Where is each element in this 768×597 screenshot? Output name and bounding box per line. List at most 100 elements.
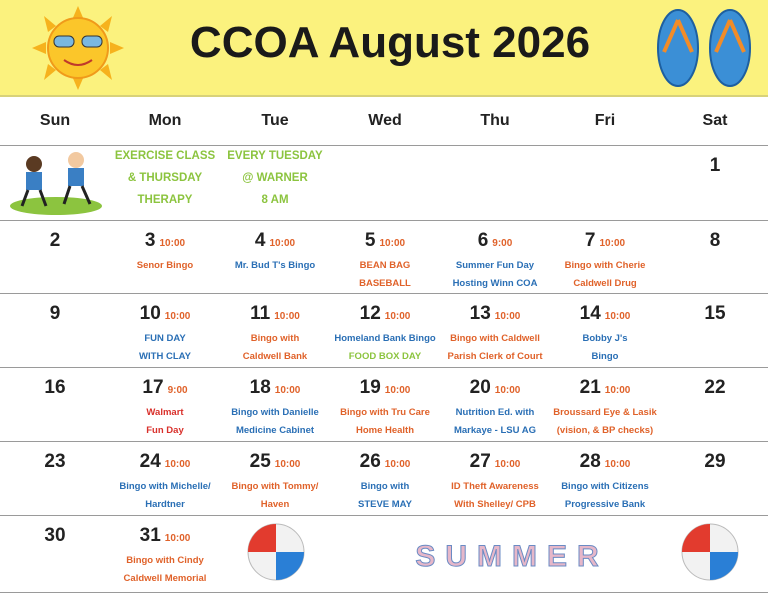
header: CCOA August 2026: [0, 0, 768, 97]
day-number: 30: [44, 525, 66, 546]
event-time: 10:00: [494, 459, 521, 470]
row-line: [0, 220, 768, 221]
event-text: STEVE MAY: [357, 499, 413, 510]
event-time: 10:00: [379, 238, 406, 249]
event-text: Bingo with Tommy/: [231, 481, 319, 492]
event-text: Bingo with Cherie: [564, 260, 646, 271]
day-number: 19: [359, 377, 381, 398]
day-cell-header: 20 10:00: [440, 377, 550, 399]
beach-ball: [681, 523, 739, 581]
event-text: Senor Bingo: [136, 260, 194, 271]
day-cell-header: 30: [0, 525, 110, 547]
day-cell-header: 7 10:00: [550, 230, 660, 252]
day-cell-header: 3 10:00: [110, 230, 220, 252]
row-line: [0, 293, 768, 294]
event-time: 10:00: [164, 311, 191, 322]
day-number: 27: [469, 451, 491, 472]
day-number: 16: [44, 377, 66, 398]
weekday: Fri: [594, 112, 616, 129]
event-time: 10:00: [494, 385, 521, 396]
beach-ball: [247, 523, 305, 581]
day-cell-header: 11 10:00: [220, 303, 330, 325]
day-cell-header: 29: [660, 451, 768, 473]
event-text: Hardtner: [145, 499, 185, 510]
day-number: 6: [477, 230, 489, 251]
event-time: 10:00: [384, 459, 411, 470]
day-number: 2: [49, 230, 61, 251]
day-number: 18: [249, 377, 271, 398]
event-text: Bobby J's: [582, 333, 628, 344]
flip-flops-icon: [657, 9, 751, 87]
event-time: 10:00: [599, 238, 626, 249]
day-number: 13: [469, 303, 491, 324]
day-number: 22: [704, 377, 726, 398]
event-time: 10:00: [494, 311, 521, 322]
day-cell-header: 26 10:00: [330, 451, 440, 473]
title: CCOA August 2026: [189, 18, 591, 67]
event-time: 10:00: [274, 311, 300, 322]
day-number: 11: [250, 303, 271, 324]
event-text: Bingo with Cindy: [126, 555, 204, 566]
day-cell-header: 22: [660, 377, 768, 399]
event-text: Bingo with: [250, 333, 300, 344]
day-cell-header: 4 10:00: [220, 230, 330, 252]
day-number: 1: [709, 155, 721, 176]
day-number: 31: [139, 525, 161, 546]
event-text: ID Theft Awareness: [451, 481, 539, 492]
event-text: Medicine Cabinet: [235, 425, 315, 436]
day-cell-header: 17 9:00: [110, 377, 220, 399]
day-cell-header: 10 10:00: [110, 303, 220, 325]
event-time: 10:00: [269, 238, 296, 249]
event-text: Parish Clerk of Court: [447, 351, 543, 362]
event-text: Haven: [260, 499, 290, 510]
banner-text: EVERY TUESDAY: [227, 150, 323, 162]
event-text: Bingo with Caldwell: [450, 333, 540, 344]
event-time: 10:00: [604, 459, 631, 470]
day-number: 4: [254, 230, 266, 251]
event-text: Bingo with Tru Care: [340, 407, 430, 418]
day-cell-header: 28 10:00: [550, 451, 660, 473]
row-line: [0, 592, 768, 593]
day-number: 29: [704, 451, 726, 472]
banner-text: THERAPY: [137, 194, 193, 206]
event-text: Caldwell Bank: [242, 351, 308, 362]
event-text: FUN DAY: [144, 333, 186, 344]
event-time: 9:00: [492, 238, 513, 249]
event-time: 10:00: [274, 385, 301, 396]
summer-art: SUMMER: [415, 540, 609, 574]
day-cell-header: 14 10:00: [550, 303, 660, 325]
weekday: Sun: [39, 112, 71, 129]
event-time: 10:00: [274, 459, 301, 470]
day-cell-header: 2: [0, 230, 110, 252]
weekday: Mon: [148, 112, 182, 129]
day-cell-header: 12 10:00: [330, 303, 440, 325]
day-cell-header: 13 10:00: [440, 303, 550, 325]
day-number: 5: [364, 230, 376, 251]
event-time: 10:00: [384, 385, 411, 396]
day-number: 7: [584, 230, 596, 251]
day-cell-header: 9: [0, 303, 110, 325]
day-cell-header: 1: [660, 155, 768, 177]
event-time: 10:00: [384, 311, 411, 322]
exercise-icon: [10, 152, 102, 215]
day-cell-header: 27 10:00: [440, 451, 550, 473]
weekday: Sat: [702, 112, 728, 129]
row-line: [0, 145, 768, 146]
day-cell-header: 19 10:00: [330, 377, 440, 399]
event-time: 9:00: [167, 385, 188, 396]
event-text: (vision, & BP checks): [556, 425, 654, 436]
day-cell-header: 21 10:00: [550, 377, 660, 399]
day-number: 15: [704, 303, 726, 324]
event-text: Bingo: [591, 351, 619, 362]
day-cell-header: 24 10:00: [110, 451, 220, 473]
banner-text: EXERCISE CLASS: [114, 150, 216, 162]
day-cell-header: 6 9:00: [440, 230, 550, 252]
day-number: 28: [579, 451, 601, 472]
event-text: BASEBALL: [359, 278, 411, 289]
day-cell-header: 5 10:00: [330, 230, 440, 252]
banner-text: 8 AM: [261, 194, 289, 206]
banner-text: & THURSDAY: [127, 172, 203, 184]
day-number: 9: [49, 303, 61, 324]
day-number: 24: [139, 451, 161, 472]
